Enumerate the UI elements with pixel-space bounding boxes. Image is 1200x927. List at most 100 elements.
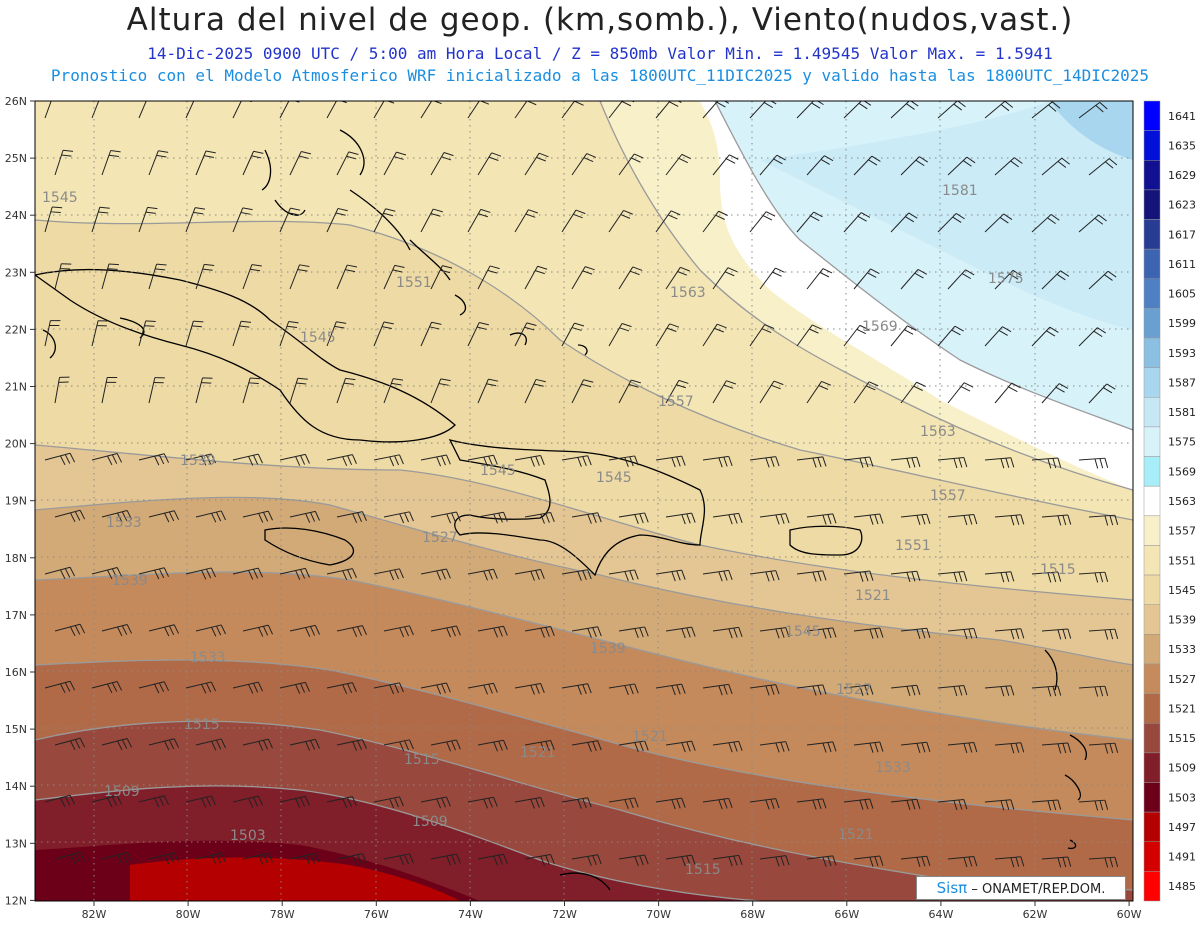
contour-label: 1509 <box>104 784 140 800</box>
colorbar-label: 1539 <box>1168 614 1196 627</box>
wind-barb <box>806 268 833 290</box>
wind-barb <box>383 151 407 176</box>
wind-barb <box>843 324 870 347</box>
wind-barb <box>54 851 86 865</box>
wind-barb <box>195 510 226 523</box>
lat-axis: 26N 25N 24N 23N 22N 21N 20N 19N 18N 17N 16N 15N 14N 1… <box>5 95 35 907</box>
wind-barb <box>54 263 72 290</box>
wind-barb <box>138 795 170 808</box>
wind-barb <box>524 378 546 404</box>
wind-barb <box>759 267 785 290</box>
wind-barb <box>655 569 686 582</box>
wind-barb <box>571 266 595 290</box>
wind-barb <box>796 570 827 582</box>
wind-barb <box>937 101 966 119</box>
contour-label: 1545 <box>785 624 821 640</box>
wind-barb <box>242 264 262 290</box>
wind-barb <box>796 101 824 119</box>
wind-barb <box>608 455 639 468</box>
colorbar-label: 1515 <box>1168 732 1196 745</box>
wind-barb <box>984 457 1015 469</box>
colorbar-label: 1581 <box>1168 406 1196 419</box>
wind-barb <box>1078 101 1108 119</box>
contour-label: 1557 <box>658 394 694 410</box>
wind-barb <box>712 854 743 867</box>
wind-barb <box>467 208 491 233</box>
wind-barb <box>195 150 216 176</box>
lat-label: 18N <box>5 552 27 565</box>
lat-label: 19N <box>5 495 27 508</box>
lat-label: 16N <box>5 666 27 679</box>
wind-barb <box>994 742 1025 754</box>
wind-barb <box>937 213 965 233</box>
graticule <box>35 101 1133 901</box>
wind-barb <box>148 510 180 523</box>
contour-label: 1563 <box>670 285 706 301</box>
lon-label: 82W <box>82 908 107 921</box>
wind-barb <box>54 376 70 404</box>
colorbar-swatch <box>1143 634 1161 665</box>
contour-label: 1581 <box>942 183 978 199</box>
wind-barb <box>890 325 917 347</box>
wind-barb <box>994 382 1021 404</box>
wind-barb <box>101 149 121 176</box>
wind-barb <box>618 379 641 404</box>
wind-barb <box>326 682 357 695</box>
wind-barb <box>185 681 216 694</box>
wind-barb <box>195 263 215 290</box>
contour-lines <box>35 101 1133 901</box>
contour-label: 1563 <box>920 424 956 440</box>
wind-barb <box>477 378 499 404</box>
wind-barb <box>336 625 367 638</box>
valid-time-line: 14-Dic-2025 0900 UTC / 5:00 am Hora Loca… <box>147 44 1053 63</box>
contour-label: 1521 <box>855 588 891 604</box>
wind-barb <box>101 376 118 404</box>
wind-barb <box>148 150 169 176</box>
colorbar-swatch <box>1143 337 1161 368</box>
wind-barb <box>91 681 123 694</box>
wind-barb <box>477 853 508 866</box>
wind-barb <box>44 206 63 233</box>
wind-barb <box>1088 383 1116 404</box>
wind-barb <box>195 852 226 865</box>
wind-barb <box>947 628 978 640</box>
wind-barb <box>843 798 874 810</box>
colorbar-swatch <box>1143 248 1161 280</box>
wind-barb <box>1041 742 1072 754</box>
wind-barb <box>618 854 649 867</box>
wind-barb <box>242 624 273 637</box>
contour-label: 1521 <box>520 745 556 761</box>
wind-barb <box>195 377 213 404</box>
wind-barb <box>1088 742 1119 754</box>
wind-barb <box>524 265 548 290</box>
colorbar-label: 1641 <box>1168 110 1196 123</box>
wind-barb <box>937 571 968 583</box>
contour-label: 1521 <box>838 827 874 843</box>
wind-barb <box>702 683 733 696</box>
colorbar-swatch <box>1143 308 1161 339</box>
colorbar-swatch <box>1143 397 1161 428</box>
wind-barb <box>608 683 639 696</box>
wind-barb <box>477 511 508 524</box>
wind-barb <box>1078 685 1109 697</box>
lat-label: 13N <box>5 837 27 850</box>
wind-barb <box>759 513 790 525</box>
wind-barb <box>571 379 594 404</box>
wind-barb <box>1041 856 1072 868</box>
wind-barb <box>796 211 823 233</box>
colorbar-label: 1533 <box>1168 643 1196 656</box>
lon-label: 66W <box>834 908 859 921</box>
wind-barb <box>796 798 827 810</box>
colorbar-swatch <box>1143 219 1161 250</box>
wind-barb <box>947 382 974 404</box>
wind-barb <box>618 626 649 639</box>
wind-barb <box>91 320 109 347</box>
lat-label: 23N <box>5 266 27 279</box>
wind-barb <box>430 739 461 752</box>
wind-barb <box>279 101 300 119</box>
wind-barb <box>984 101 1014 119</box>
colorbar-swatch <box>1143 871 1161 902</box>
lon-label: 78W <box>270 908 295 921</box>
wind-barb <box>655 683 686 696</box>
